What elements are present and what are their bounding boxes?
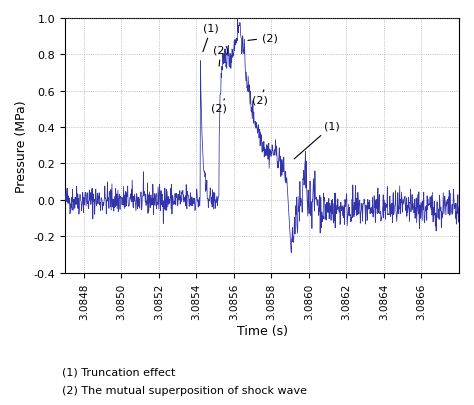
Text: (2): (2)	[211, 100, 227, 113]
X-axis label: Time (s): Time (s)	[237, 324, 288, 337]
Text: (1): (1)	[203, 23, 219, 53]
Text: (2): (2)	[252, 91, 268, 105]
Text: (2) The mutual superposition of shock wave: (2) The mutual superposition of shock wa…	[62, 385, 307, 395]
Text: (2): (2)	[213, 45, 228, 67]
Text: (2): (2)	[248, 34, 278, 44]
Y-axis label: Pressure (MPa): Pressure (MPa)	[15, 100, 28, 192]
Text: (1) Truncation effect: (1) Truncation effect	[62, 367, 175, 377]
Text: (1): (1)	[294, 122, 340, 160]
